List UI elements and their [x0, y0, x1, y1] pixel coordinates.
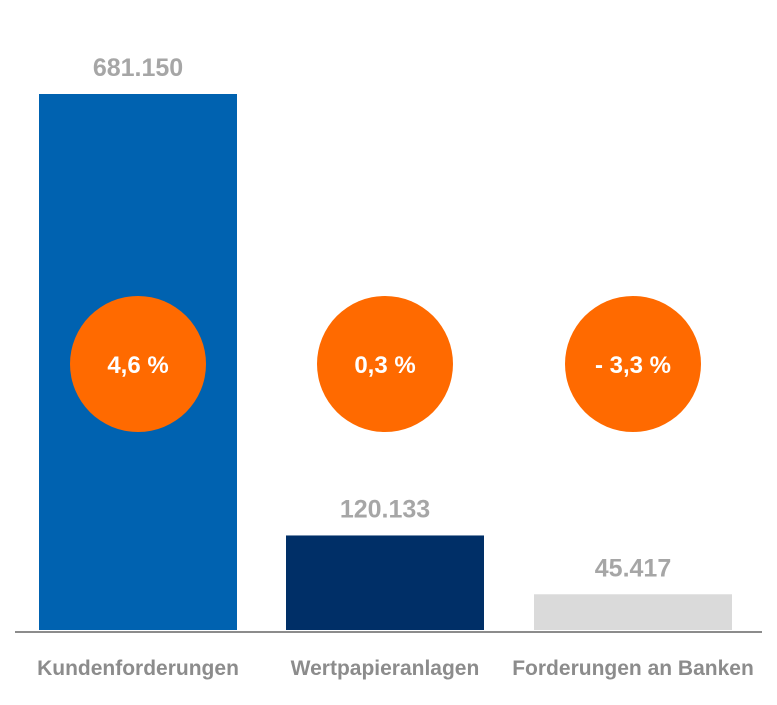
- value-label-2: 120.133: [340, 495, 430, 523]
- bar-2: [286, 535, 484, 630]
- change-label-1: 4,6 %: [107, 352, 168, 379]
- value-label-3: 45.417: [595, 554, 671, 582]
- change-label-3: - 3,3 %: [595, 352, 671, 379]
- change-badge-2: [317, 296, 453, 432]
- bar-3: [534, 594, 732, 630]
- category-label-2: Wertpapieranlagen: [291, 657, 480, 680]
- value-label-1: 681.150: [93, 54, 183, 82]
- change-label-2: 0,3 %: [354, 352, 415, 379]
- change-badge-1: [70, 296, 206, 432]
- badges-layer: 4,6 % 0,3 % - 3,3 %: [70, 296, 701, 432]
- change-badge-3: [565, 296, 701, 432]
- category-label-3: Forderungen an Banken: [512, 657, 754, 680]
- labels-layer: 681.150 Kundenforderungen 120.133 Wertpapie…: [37, 54, 754, 680]
- category-label-1: Kundenforderungen: [37, 657, 239, 680]
